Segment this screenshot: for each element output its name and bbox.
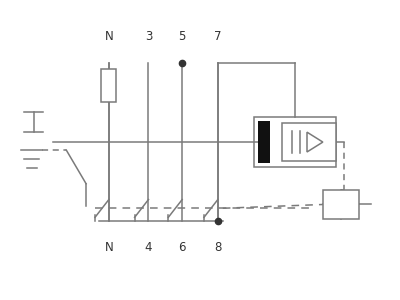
- Text: 7: 7: [214, 30, 222, 43]
- Bar: [323, 190, 358, 219]
- Text: N: N: [104, 30, 113, 43]
- Bar: [254, 117, 336, 167]
- Text: 6: 6: [178, 241, 186, 254]
- Bar: [258, 121, 270, 163]
- Text: N: N: [104, 241, 113, 254]
- Text: 3: 3: [145, 30, 152, 43]
- Text: 5: 5: [178, 30, 186, 43]
- Text: 4: 4: [145, 241, 152, 254]
- Bar: [102, 69, 116, 102]
- Bar: [282, 123, 336, 161]
- Text: 8: 8: [214, 241, 222, 254]
